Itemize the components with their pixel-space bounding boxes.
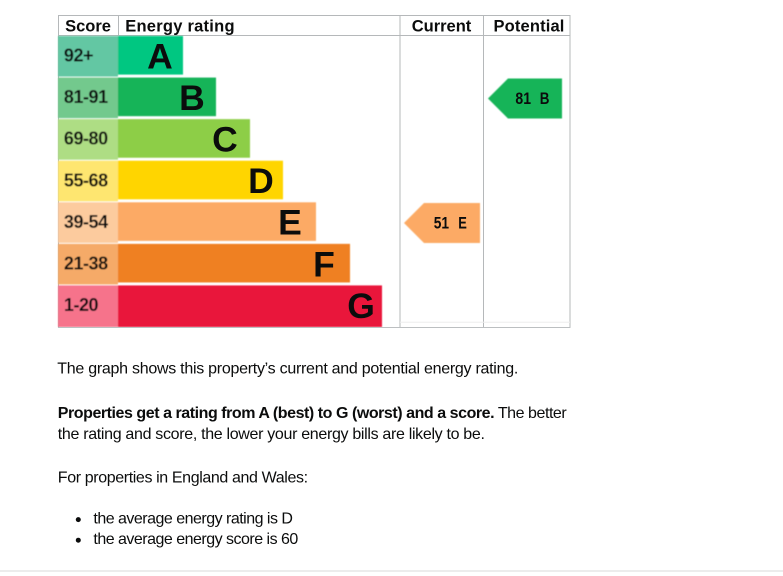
svg-text:C: C: [212, 120, 238, 160]
svg-text:55-68: 55-68: [64, 170, 108, 190]
svg-text:1-20: 1-20: [64, 295, 99, 315]
svg-text:B: B: [540, 90, 550, 108]
svg-text:G: G: [347, 286, 375, 326]
svg-text:Score: Score: [65, 18, 111, 36]
svg-text:Potential: Potential: [493, 18, 564, 36]
svg-text:The graph shows this property’: The graph shows this property’s current …: [57, 361, 518, 378]
svg-text:51: 51: [434, 214, 449, 232]
svg-text:B: B: [179, 78, 205, 118]
svg-text:69-80: 69-80: [64, 129, 108, 149]
svg-text:For properties in England and: For properties in England and Wales:: [58, 469, 308, 486]
svg-text:21-38: 21-38: [64, 254, 108, 274]
svg-text:92+: 92+: [64, 46, 93, 66]
svg-text:E: E: [458, 214, 467, 232]
svg-text:Energy rating: Energy rating: [125, 18, 235, 36]
svg-text:81: 81: [515, 90, 531, 108]
svg-text:the average energy score is 60: the average energy score is 60: [93, 531, 298, 548]
svg-text:F: F: [313, 244, 335, 284]
svg-text:D: D: [248, 161, 274, 201]
svg-text:the average energy rating is D: the average energy rating is D: [93, 510, 292, 527]
svg-text:Properties get a rating from A: Properties get a rating from A (best) to…: [58, 405, 568, 422]
svg-text:the rating and score, the lowe: the rating and score, the lower your ene…: [58, 426, 485, 443]
svg-text:81-91: 81-91: [64, 87, 108, 107]
svg-text:A: A: [147, 36, 173, 76]
svg-text:E: E: [278, 203, 302, 243]
svg-text:39-54: 39-54: [64, 212, 108, 232]
svg-text:Current: Current: [412, 18, 472, 36]
